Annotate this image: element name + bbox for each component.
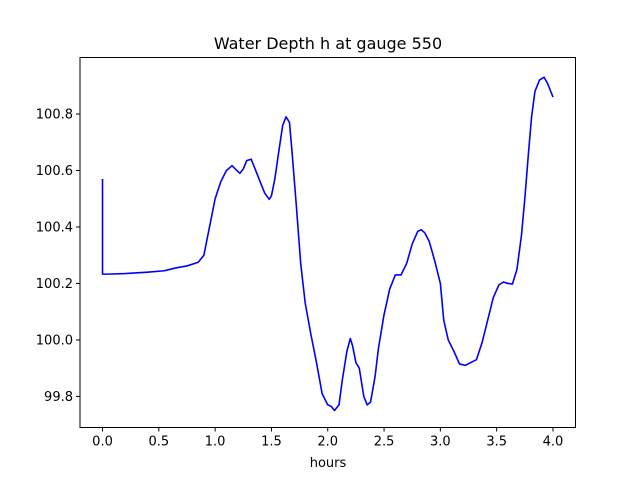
plot-area — [101, 76, 554, 412]
y-tick-label: 100.6 — [36, 164, 73, 179]
x-tick-label: 1.0 — [205, 435, 226, 450]
x-tick-label: 3.5 — [486, 435, 507, 450]
x-tick-label: 2.0 — [317, 435, 338, 450]
series-line-0 — [101, 76, 554, 412]
axes-frame — [79, 57, 576, 428]
x-tick-label: 4.0 — [543, 435, 564, 450]
x-axis: 0.0 0.5 1.0 1.5 2.0 2.5 3.0 3.5 4.0 — [92, 427, 564, 450]
y-axis: 99.8 100.0 100.2 100.4 100.6 100.8 — [36, 107, 80, 405]
x-tick-label: 1.5 — [261, 435, 282, 450]
y-tick-label: 99.8 — [44, 390, 73, 405]
x-axis-label: hours — [310, 456, 347, 471]
chart-title: Water Depth h at gauge 550 — [214, 34, 442, 53]
x-tick-label: 0.5 — [148, 435, 169, 450]
x-tick-label: 3.0 — [430, 435, 451, 450]
y-tick-label: 100.0 — [36, 333, 73, 348]
x-tick-label: 2.5 — [374, 435, 395, 450]
x-tick-label: 0.0 — [92, 435, 113, 450]
y-tick-label: 100.2 — [36, 277, 73, 292]
y-tick-label: 100.8 — [36, 107, 73, 122]
y-tick-label: 100.4 — [36, 220, 73, 235]
